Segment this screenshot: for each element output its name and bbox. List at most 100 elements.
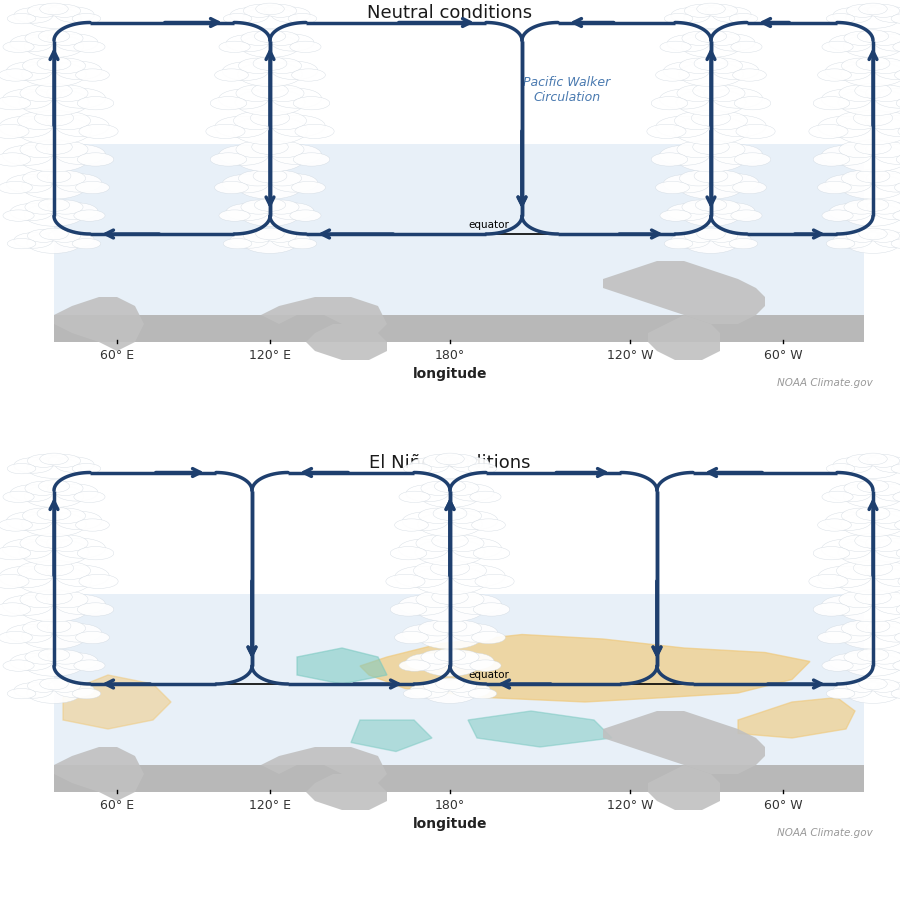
Ellipse shape: [866, 508, 900, 524]
Ellipse shape: [47, 141, 88, 158]
Ellipse shape: [230, 232, 269, 248]
Ellipse shape: [817, 632, 851, 644]
Ellipse shape: [874, 232, 900, 248]
Ellipse shape: [0, 153, 31, 166]
Ellipse shape: [859, 453, 887, 464]
Ellipse shape: [838, 539, 900, 566]
Ellipse shape: [822, 595, 871, 616]
Ellipse shape: [243, 4, 275, 17]
Ellipse shape: [0, 632, 32, 644]
Ellipse shape: [241, 200, 276, 214]
Polygon shape: [297, 648, 387, 684]
Ellipse shape: [432, 590, 468, 605]
Text: 60° W: 60° W: [764, 799, 802, 812]
Ellipse shape: [694, 57, 728, 70]
Ellipse shape: [72, 238, 101, 248]
Ellipse shape: [817, 182, 851, 194]
Ellipse shape: [696, 30, 726, 42]
Text: longitude: longitude: [413, 367, 487, 381]
Ellipse shape: [3, 145, 52, 166]
Ellipse shape: [47, 508, 86, 524]
Ellipse shape: [49, 4, 81, 17]
Ellipse shape: [652, 153, 688, 166]
Ellipse shape: [3, 660, 34, 671]
Ellipse shape: [835, 116, 900, 145]
Ellipse shape: [47, 85, 88, 102]
Ellipse shape: [875, 202, 900, 220]
Ellipse shape: [37, 507, 71, 520]
Ellipse shape: [676, 145, 746, 172]
Ellipse shape: [891, 238, 900, 248]
Ellipse shape: [34, 560, 74, 576]
Ellipse shape: [822, 539, 871, 559]
Ellipse shape: [866, 171, 900, 186]
Ellipse shape: [7, 464, 36, 473]
Ellipse shape: [76, 69, 110, 81]
Ellipse shape: [49, 680, 81, 692]
Ellipse shape: [867, 200, 900, 214]
Ellipse shape: [7, 14, 36, 23]
Ellipse shape: [468, 464, 497, 473]
Ellipse shape: [290, 210, 321, 221]
Ellipse shape: [22, 508, 61, 524]
Ellipse shape: [56, 538, 105, 558]
Ellipse shape: [77, 153, 113, 166]
Ellipse shape: [3, 539, 52, 559]
Ellipse shape: [818, 566, 871, 588]
Ellipse shape: [832, 457, 872, 473]
Ellipse shape: [423, 680, 455, 692]
Ellipse shape: [226, 203, 268, 220]
Ellipse shape: [443, 591, 484, 608]
Ellipse shape: [858, 199, 888, 212]
Text: 60° W: 60° W: [764, 348, 802, 362]
Ellipse shape: [842, 508, 880, 524]
Ellipse shape: [56, 88, 105, 108]
Ellipse shape: [855, 590, 891, 605]
Ellipse shape: [866, 141, 900, 158]
Ellipse shape: [858, 480, 888, 492]
Ellipse shape: [76, 632, 110, 644]
Ellipse shape: [240, 203, 300, 226]
Ellipse shape: [835, 566, 900, 595]
Ellipse shape: [22, 62, 86, 86]
Ellipse shape: [684, 232, 738, 254]
Ellipse shape: [875, 145, 900, 165]
Ellipse shape: [445, 454, 477, 467]
Ellipse shape: [875, 624, 900, 642]
Ellipse shape: [435, 649, 465, 662]
Ellipse shape: [839, 535, 880, 552]
Ellipse shape: [238, 171, 277, 186]
Ellipse shape: [56, 34, 98, 51]
Ellipse shape: [814, 603, 850, 616]
Ellipse shape: [844, 32, 879, 45]
Polygon shape: [603, 261, 765, 324]
Ellipse shape: [433, 619, 467, 633]
Ellipse shape: [76, 182, 110, 194]
Ellipse shape: [825, 625, 871, 643]
Ellipse shape: [895, 69, 900, 81]
Ellipse shape: [475, 574, 514, 589]
Ellipse shape: [27, 680, 59, 692]
Ellipse shape: [875, 565, 900, 587]
Ellipse shape: [272, 145, 321, 165]
Text: equator: equator: [468, 220, 508, 230]
Ellipse shape: [293, 153, 329, 166]
Ellipse shape: [444, 482, 479, 495]
Ellipse shape: [893, 660, 900, 671]
Ellipse shape: [826, 688, 855, 698]
Ellipse shape: [74, 41, 105, 52]
Ellipse shape: [48, 32, 83, 45]
Ellipse shape: [14, 232, 53, 248]
Ellipse shape: [844, 650, 879, 664]
Ellipse shape: [0, 603, 31, 616]
Ellipse shape: [838, 89, 900, 116]
Ellipse shape: [25, 482, 60, 495]
Ellipse shape: [470, 660, 501, 671]
Ellipse shape: [846, 680, 878, 692]
Ellipse shape: [896, 153, 900, 166]
Ellipse shape: [865, 112, 900, 130]
Ellipse shape: [238, 62, 302, 86]
Text: NOAA Climate.gov: NOAA Climate.gov: [778, 378, 873, 388]
Ellipse shape: [435, 480, 465, 492]
Ellipse shape: [236, 141, 277, 158]
